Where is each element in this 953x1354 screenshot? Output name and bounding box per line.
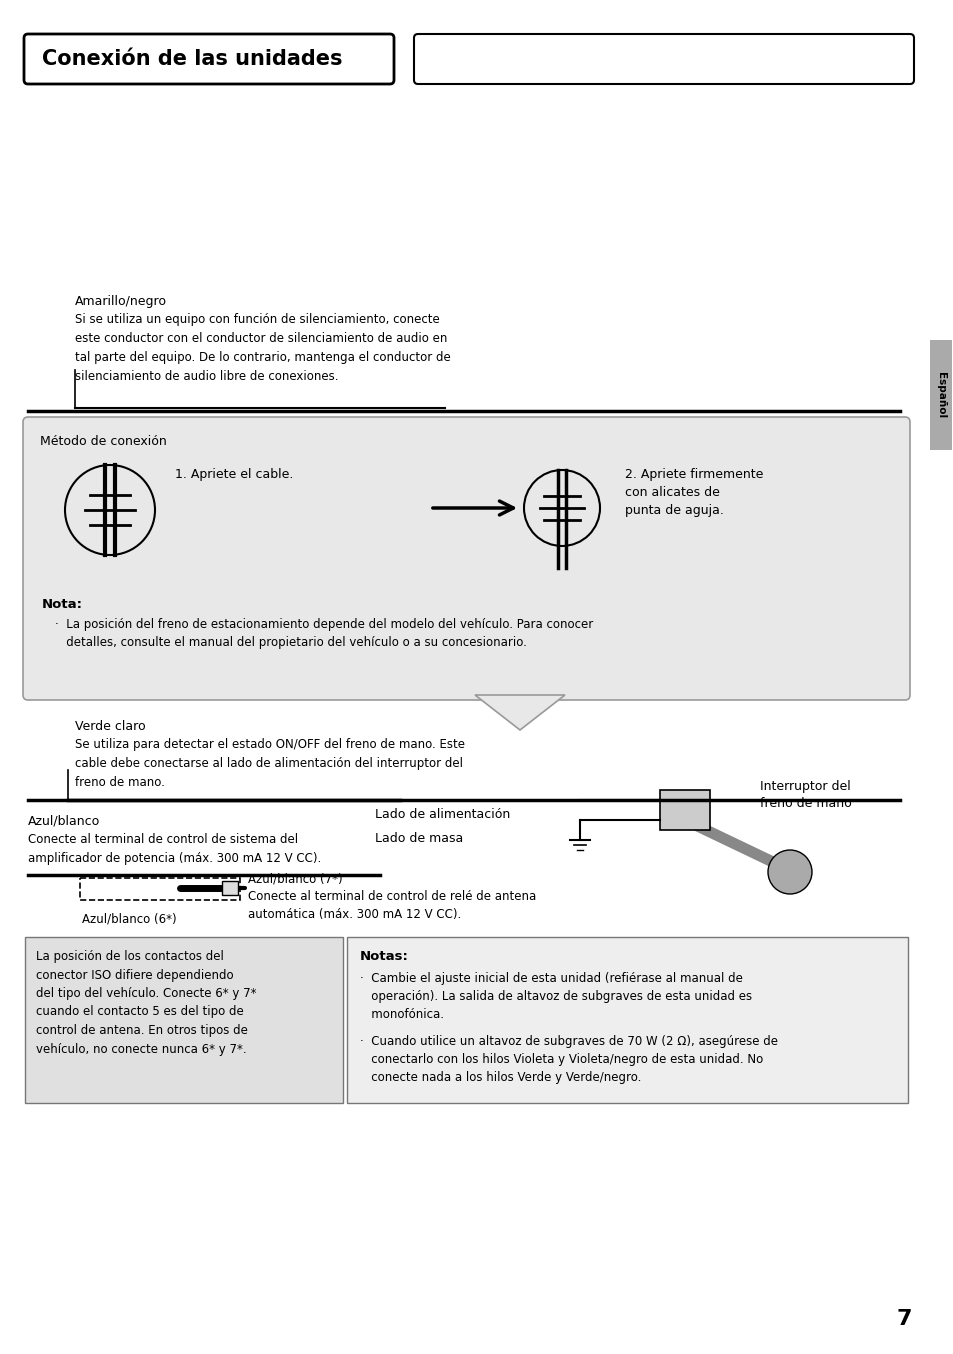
Text: Se utiliza para detectar el estado ON/OFF del freno de mano. Este
cable debe con: Se utiliza para detectar el estado ON/OF… bbox=[75, 738, 464, 789]
FancyBboxPatch shape bbox=[24, 34, 394, 84]
FancyBboxPatch shape bbox=[414, 34, 913, 84]
Text: 2. Apriete firmemente
con alicates de
punta de aguja.: 2. Apriete firmemente con alicates de pu… bbox=[624, 468, 762, 517]
Text: Conexión de las unidades: Conexión de las unidades bbox=[42, 49, 342, 69]
Text: Azul/blanco (6*): Azul/blanco (6*) bbox=[82, 913, 176, 925]
FancyBboxPatch shape bbox=[80, 877, 240, 900]
Text: Notas:: Notas: bbox=[359, 951, 409, 963]
Text: Nota:: Nota: bbox=[42, 598, 83, 611]
Text: Amarillo/negro: Amarillo/negro bbox=[75, 295, 167, 307]
FancyBboxPatch shape bbox=[23, 417, 909, 700]
Text: Método de conexión: Método de conexión bbox=[40, 435, 167, 448]
FancyBboxPatch shape bbox=[347, 937, 907, 1104]
Text: Verde claro: Verde claro bbox=[75, 720, 146, 733]
Text: Interruptor del
freno de mano: Interruptor del freno de mano bbox=[760, 780, 851, 810]
Text: 1. Apriete el cable.: 1. Apriete el cable. bbox=[174, 468, 294, 481]
Text: La posición de los contactos del
conector ISO difiere dependiendo
del tipo del v: La posición de los contactos del conecto… bbox=[36, 951, 256, 1056]
Polygon shape bbox=[475, 695, 564, 730]
Text: Azul/blanco: Azul/blanco bbox=[28, 815, 100, 829]
FancyBboxPatch shape bbox=[25, 937, 343, 1104]
Text: Lado de masa: Lado de masa bbox=[375, 831, 463, 845]
Text: Si se utiliza un equipo con función de silenciamiento, conecte
este conductor co: Si se utiliza un equipo con función de s… bbox=[75, 313, 450, 383]
FancyBboxPatch shape bbox=[929, 340, 951, 450]
Text: Español: Español bbox=[935, 372, 945, 418]
FancyBboxPatch shape bbox=[222, 881, 237, 895]
Text: ·  Cambie el ajuste inicial de esta unidad (refiérase al manual de
   operación): · Cambie el ajuste inicial de esta unida… bbox=[359, 972, 751, 1021]
Text: ·  La posición del freno de estacionamiento depende del modelo del vehículo. Par: · La posición del freno de estacionamien… bbox=[55, 617, 593, 649]
Text: ·  Cuando utilice un altavoz de subgraves de 70 W (2 Ω), asegúrese de
   conecta: · Cuando utilice un altavoz de subgraves… bbox=[359, 1034, 778, 1085]
Text: 7: 7 bbox=[895, 1309, 911, 1330]
Text: Azul/blanco (7*): Azul/blanco (7*) bbox=[248, 872, 342, 886]
Text: Conecte al terminal de control de relé de antena
automática (máx. 300 mA 12 V CC: Conecte al terminal de control de relé d… bbox=[248, 890, 536, 921]
FancyBboxPatch shape bbox=[659, 789, 709, 830]
Circle shape bbox=[767, 850, 811, 894]
Text: Conecte al terminal de control de sistema del
amplificador de potencia (máx. 300: Conecte al terminal de control de sistem… bbox=[28, 833, 321, 865]
Text: Lado de alimentación: Lado de alimentación bbox=[375, 808, 510, 821]
